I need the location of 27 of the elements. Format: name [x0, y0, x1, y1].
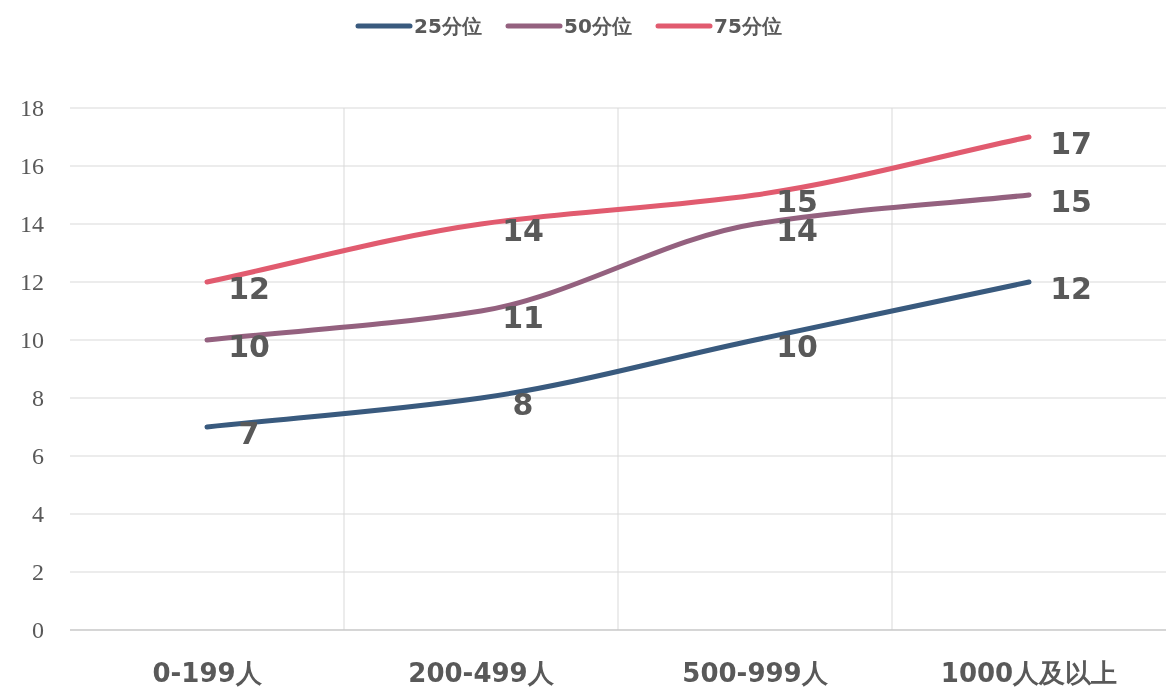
- y-tick-label: 0: [32, 617, 44, 643]
- data-label: 12: [1050, 270, 1092, 306]
- data-label: 14: [502, 212, 544, 248]
- x-tick-label: 200-499人: [408, 658, 555, 688]
- x-tick-label: 0-199人: [152, 658, 263, 688]
- data-label: 15: [1050, 183, 1092, 219]
- y-tick-label: 18: [20, 95, 44, 121]
- y-tick-label: 6: [32, 443, 44, 469]
- y-tick-label: 16: [20, 153, 44, 179]
- legend-label: 75分位: [714, 14, 782, 38]
- data-label: 7: [238, 415, 260, 451]
- y-tick-label: 4: [32, 501, 44, 527]
- x-tick-label: 500-999人: [682, 658, 829, 688]
- data-label: 10: [228, 328, 270, 364]
- y-tick-label: 12: [20, 269, 44, 295]
- legend-label: 25分位: [414, 14, 482, 38]
- x-tick-label: 1000人及以上: [940, 658, 1118, 688]
- y-tick-label: 8: [32, 385, 44, 411]
- data-label: 17: [1050, 125, 1092, 161]
- y-tick-label: 14: [20, 211, 44, 237]
- data-label: 8: [512, 386, 534, 422]
- data-label: 11: [502, 299, 544, 335]
- y-tick-label: 10: [20, 327, 44, 353]
- data-label: 10: [776, 328, 818, 364]
- legend-label: 50分位: [564, 14, 632, 38]
- y-tick-label: 2: [32, 559, 44, 585]
- data-label: 12: [228, 270, 270, 306]
